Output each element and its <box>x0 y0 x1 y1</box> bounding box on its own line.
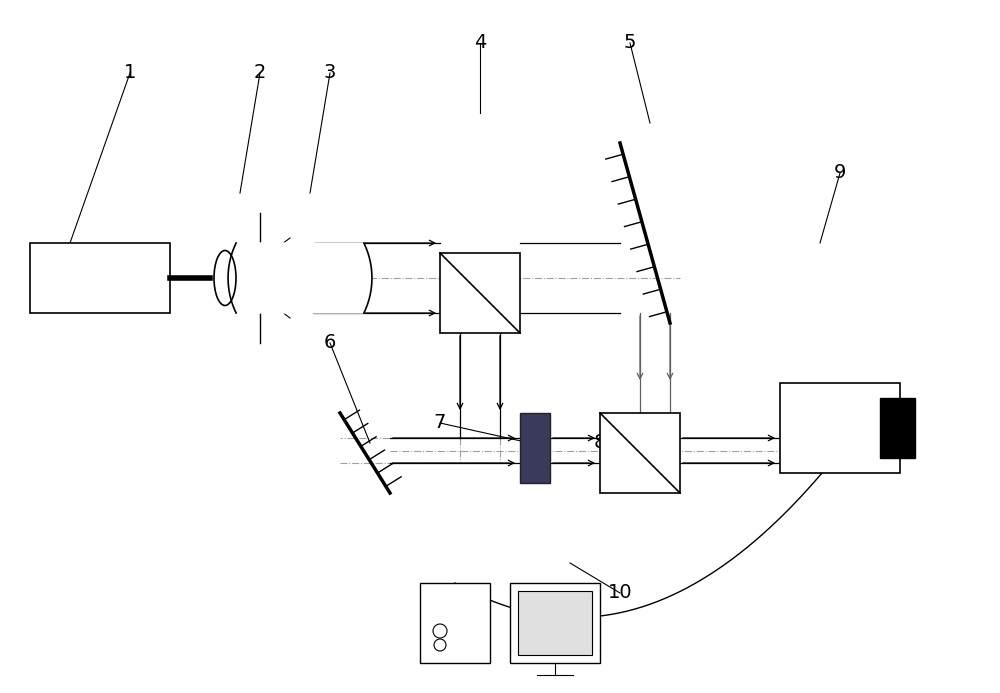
Text: 10: 10 <box>608 584 632 602</box>
Text: 8: 8 <box>594 434 606 453</box>
Bar <box>520 413 550 483</box>
Bar <box>518 591 592 655</box>
Bar <box>510 583 600 663</box>
Text: 9: 9 <box>834 164 846 182</box>
Bar <box>30 243 170 313</box>
Bar <box>600 413 680 493</box>
Text: 5: 5 <box>624 33 636 53</box>
Text: 7: 7 <box>434 414 446 432</box>
Bar <box>780 383 900 473</box>
Text: 2: 2 <box>254 64 266 82</box>
Ellipse shape <box>214 250 236 306</box>
Bar <box>440 253 520 333</box>
Polygon shape <box>228 243 372 313</box>
Text: 1: 1 <box>124 64 136 82</box>
Bar <box>880 398 915 458</box>
Text: 4: 4 <box>474 33 486 53</box>
Text: 6: 6 <box>324 333 336 353</box>
Bar <box>420 583 490 663</box>
Text: 3: 3 <box>324 64 336 82</box>
